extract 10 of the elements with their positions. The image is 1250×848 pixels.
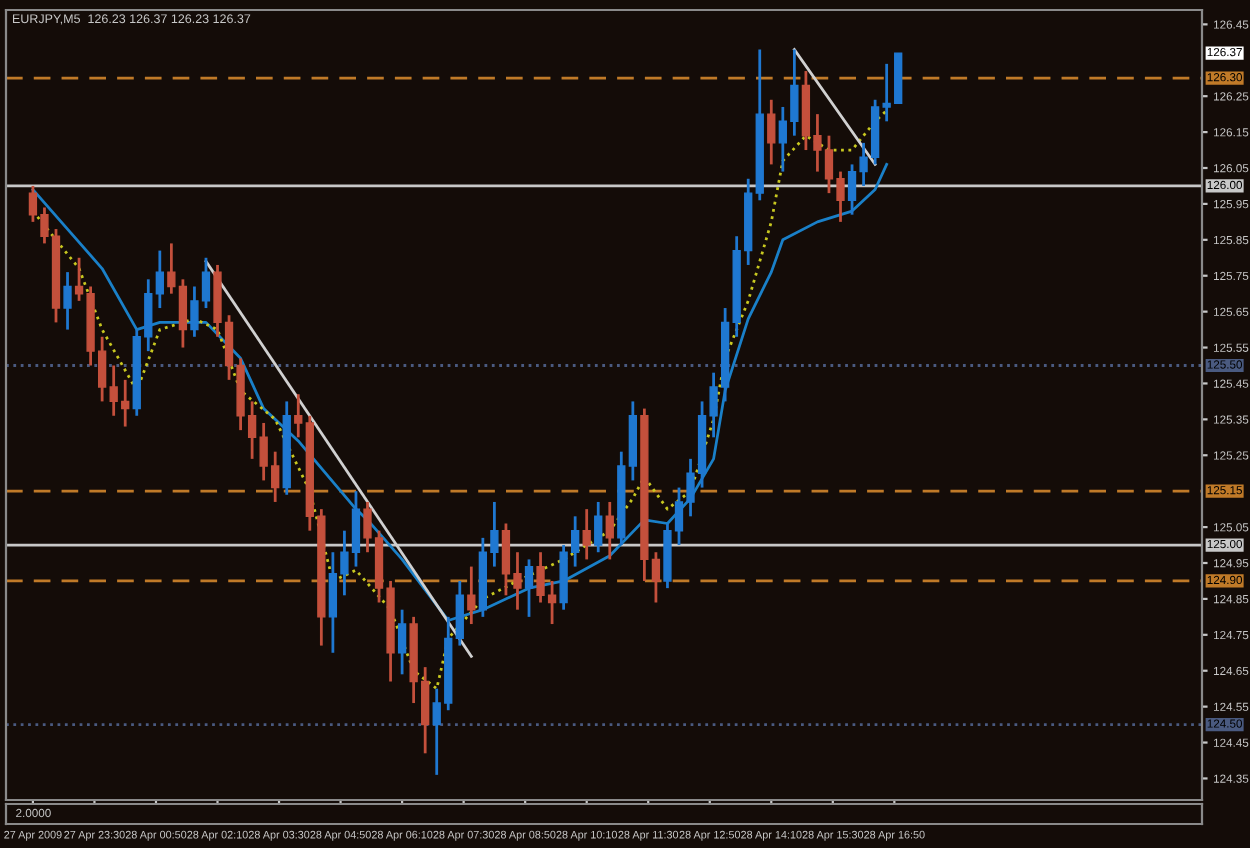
candlestick	[155, 249, 164, 310]
candlestick	[63, 270, 72, 331]
candlestick	[467, 565, 476, 626]
candlestick	[582, 507, 591, 561]
candlestick	[767, 98, 776, 166]
candlestick	[294, 392, 303, 439]
candlestick	[397, 608, 407, 676]
candlestick	[594, 500, 603, 554]
candlestick	[605, 500, 614, 561]
line-series	[31, 109, 889, 691]
